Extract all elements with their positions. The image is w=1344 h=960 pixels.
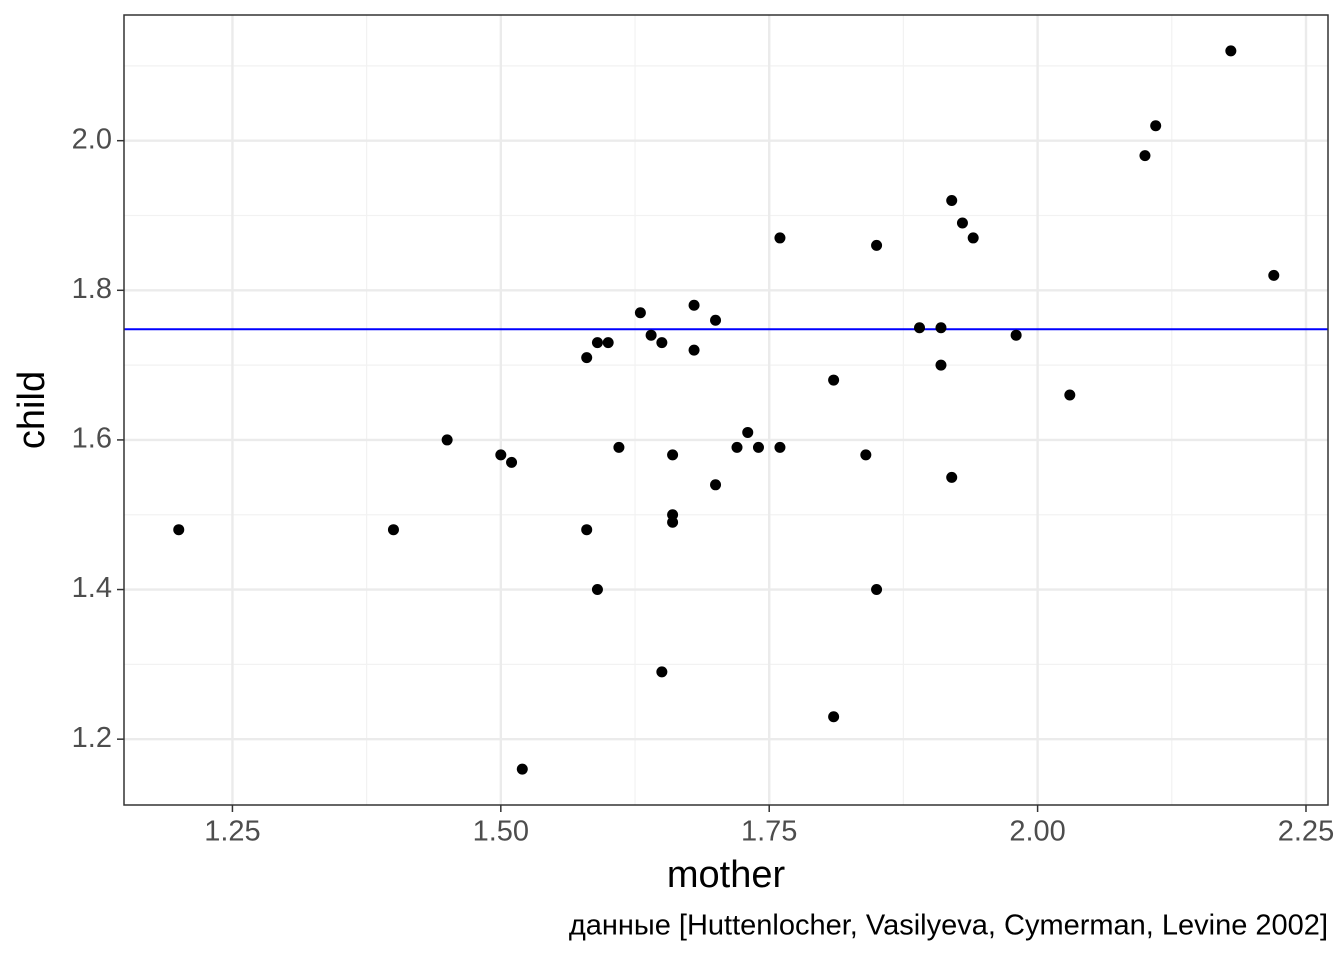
y-axis-label: child xyxy=(11,371,53,449)
x-tick-label: 2.25 xyxy=(1278,816,1334,848)
point xyxy=(742,426,754,438)
point xyxy=(495,449,507,461)
point xyxy=(591,584,603,596)
point xyxy=(1150,120,1162,132)
point xyxy=(602,337,614,349)
point xyxy=(828,374,840,386)
point xyxy=(1139,150,1151,162)
y-tick-label: 2.0 xyxy=(72,123,112,155)
x-tick-label: 1.25 xyxy=(204,816,260,848)
panel-border xyxy=(123,14,1329,806)
point xyxy=(688,344,700,356)
point xyxy=(860,449,872,461)
point xyxy=(731,441,743,453)
point xyxy=(774,232,786,244)
point xyxy=(1064,389,1076,401)
point xyxy=(441,434,453,446)
y-tick-label: 1.6 xyxy=(72,423,112,455)
point xyxy=(946,195,958,207)
point xyxy=(935,359,947,371)
point xyxy=(667,516,679,528)
point xyxy=(516,763,528,775)
point xyxy=(946,471,958,483)
point xyxy=(634,307,646,319)
point xyxy=(656,666,668,678)
y-tick-label: 1.8 xyxy=(72,273,112,305)
point xyxy=(387,524,399,536)
point xyxy=(688,299,700,311)
point xyxy=(828,711,840,723)
y-tick-label: 1.4 xyxy=(72,572,112,604)
point xyxy=(752,441,764,453)
point xyxy=(173,524,185,536)
point xyxy=(656,337,668,349)
y-tick-label: 1.2 xyxy=(72,722,112,754)
point xyxy=(1225,45,1237,57)
point xyxy=(1268,269,1280,281)
point xyxy=(871,239,883,251)
x-tick-label: 2.00 xyxy=(1009,816,1065,848)
point xyxy=(967,232,979,244)
point xyxy=(581,352,593,364)
point xyxy=(581,524,593,536)
point xyxy=(645,329,657,341)
point xyxy=(591,337,603,349)
point xyxy=(774,441,786,453)
x-tick-label: 1.75 xyxy=(741,816,797,848)
point xyxy=(956,217,968,229)
point xyxy=(613,441,625,453)
x-tick-label: 1.50 xyxy=(473,816,529,848)
x-axis-label: mother xyxy=(667,854,786,896)
point xyxy=(1010,329,1022,341)
point xyxy=(935,322,947,334)
point xyxy=(710,479,722,491)
point xyxy=(710,314,722,326)
caption: данные [Huttenlocher, Vasilyeva, Cymerma… xyxy=(569,910,1328,942)
point xyxy=(914,322,926,334)
point xyxy=(871,584,883,596)
point xyxy=(506,456,518,468)
point xyxy=(667,449,679,461)
